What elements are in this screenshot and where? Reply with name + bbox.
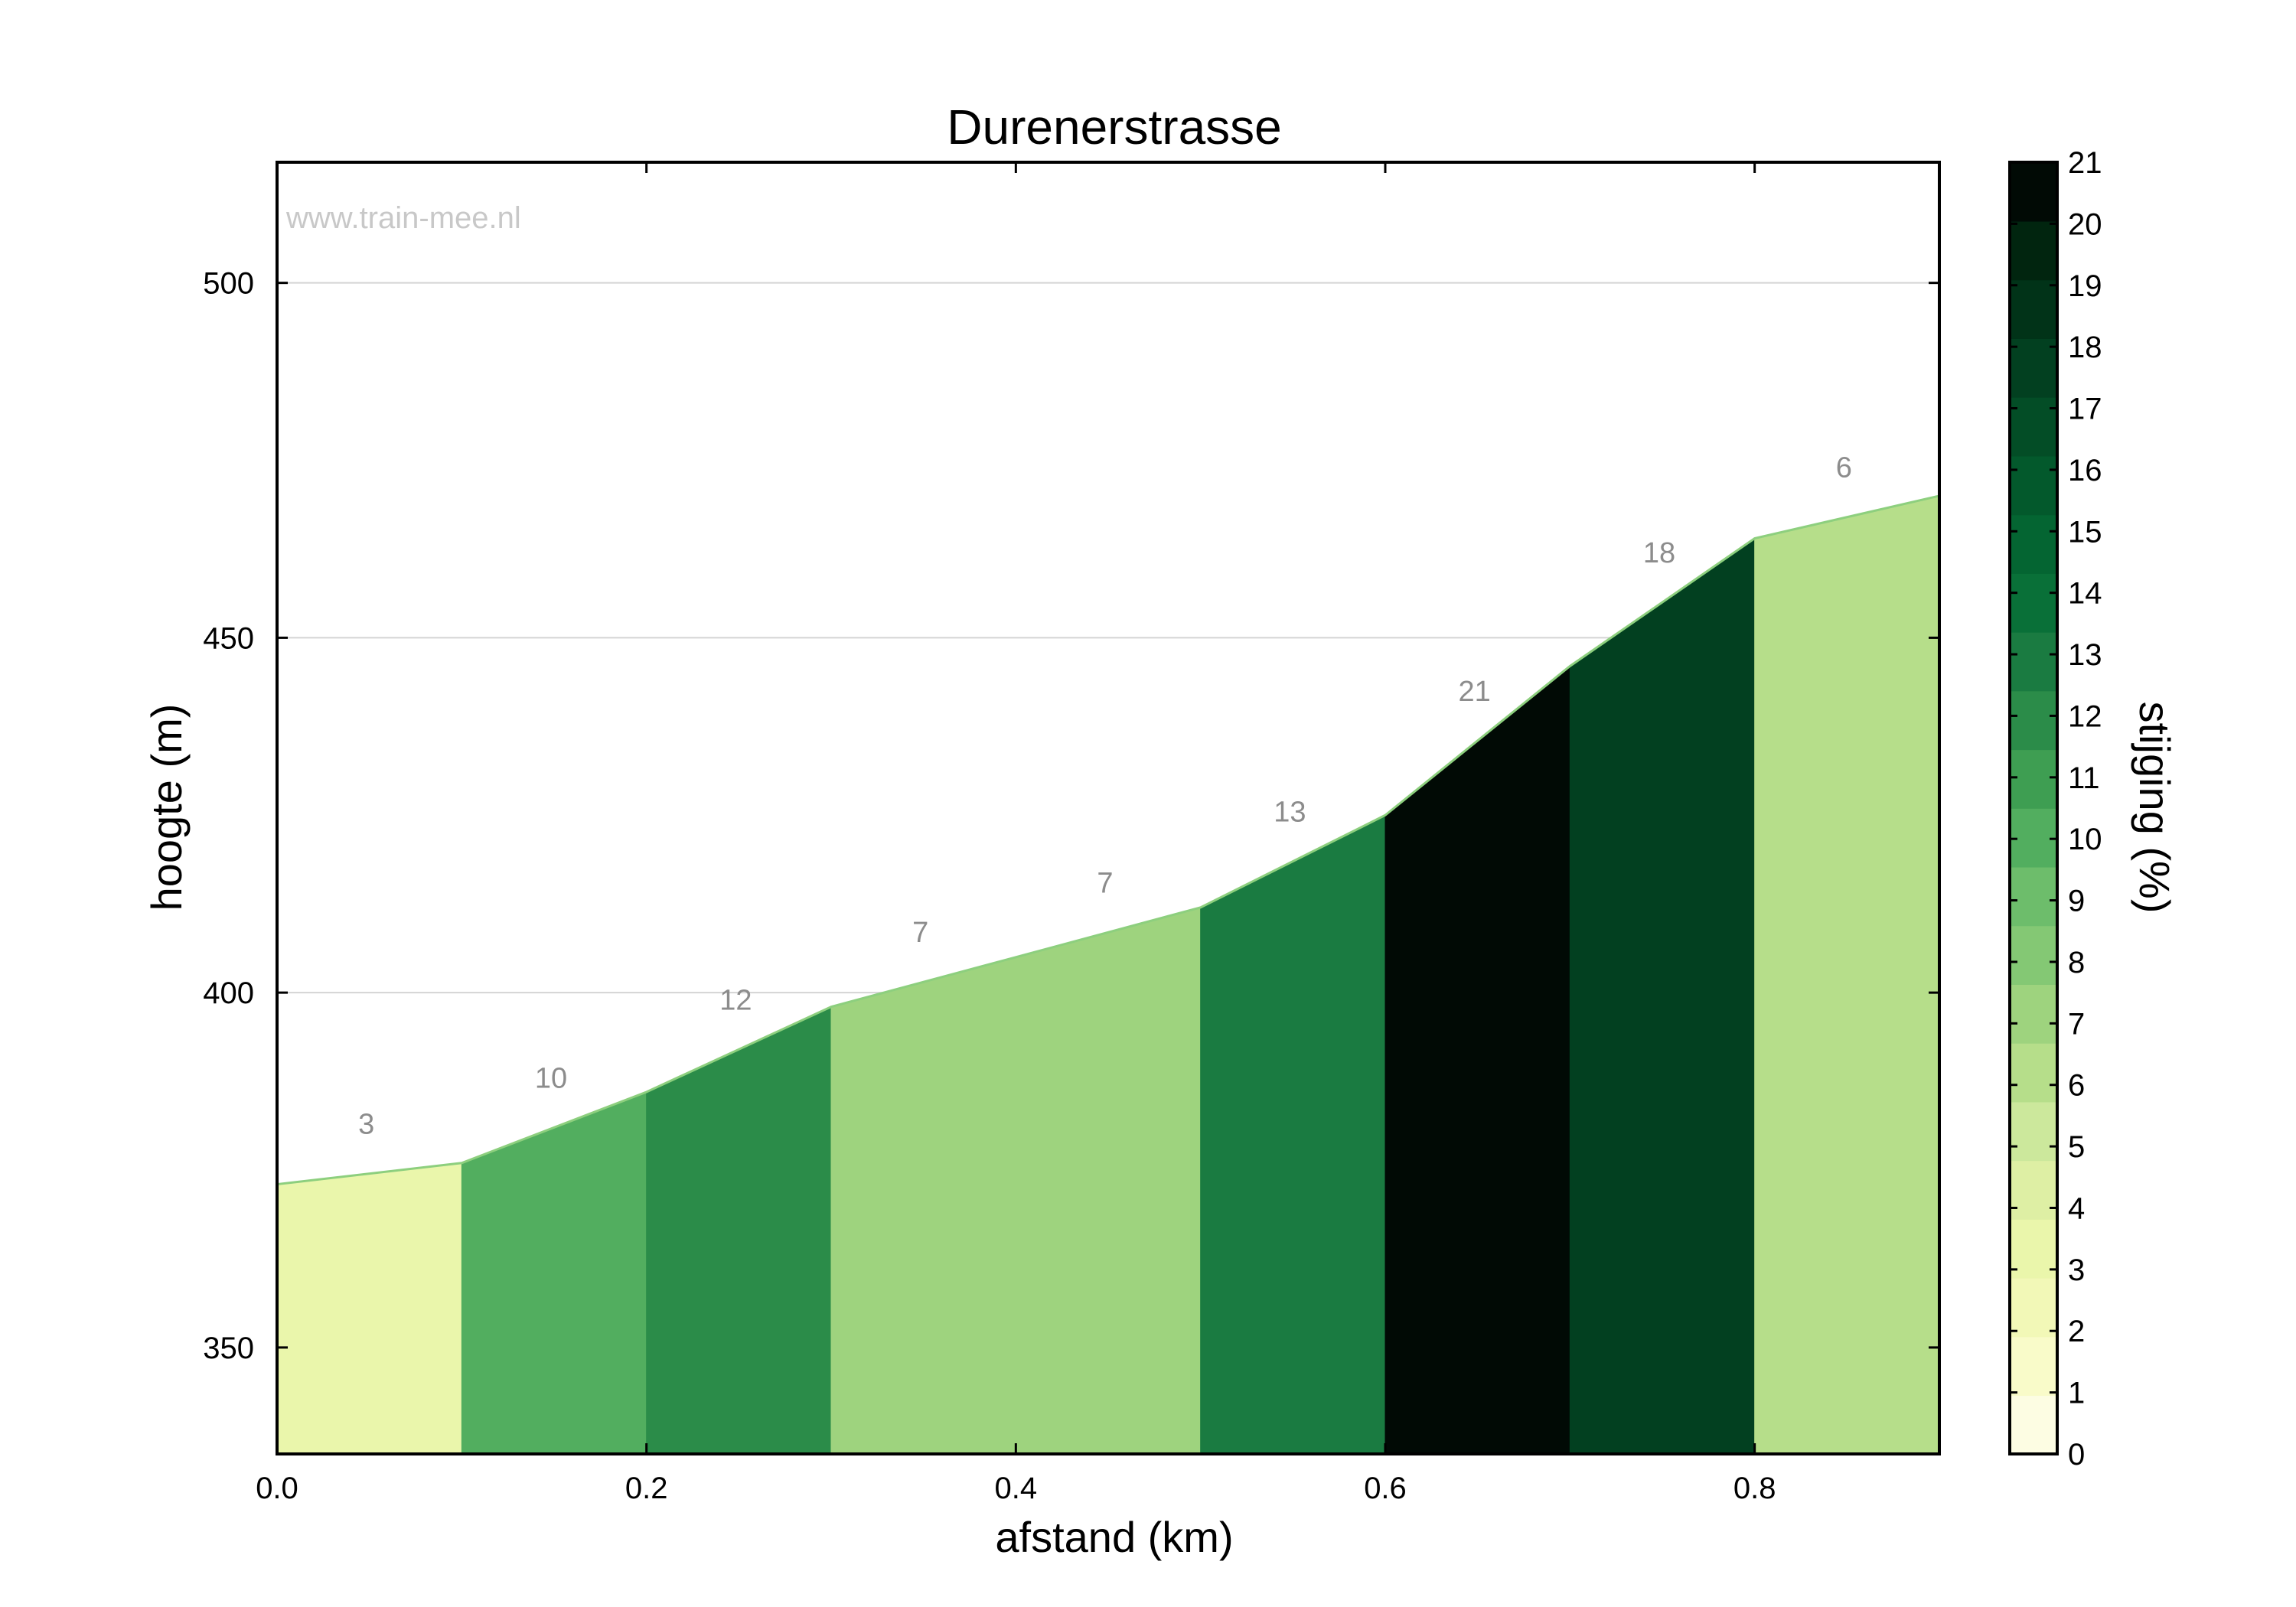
x-tick-label: 0.0 (256, 1472, 298, 1505)
colorbar-band (2010, 514, 2057, 574)
colorbar-tick-label: 20 (2068, 207, 2102, 241)
colorbar-band (2010, 690, 2057, 751)
plot-area: 3 10 12 7 7 13 21 18 6 0.0 0.2 0.4 0.6 0.8 350 400 450 50… (203, 161, 1941, 1505)
x-tick-label: 0.2 (625, 1472, 668, 1505)
colorbar-tick-label: 14 (2068, 577, 2102, 611)
colorbar-band (2010, 1395, 2057, 1455)
x-tick-label: 0.4 (995, 1472, 1038, 1505)
watermark-text: www.train-mee.nl (285, 201, 521, 235)
segment-gradient-label: 7 (1097, 867, 1113, 899)
x-axis-label: afstand (km) (995, 1513, 1233, 1561)
colorbar-tick-label: 1 (2068, 1377, 2085, 1410)
colorbar-band (2010, 1336, 2057, 1397)
colorbar-tick-label: 13 (2068, 638, 2102, 672)
colorbar-band (2010, 631, 2057, 692)
colorbar-band (2010, 749, 2057, 809)
elevation-line (276, 494, 1940, 1186)
colorbar-band (2010, 573, 2057, 633)
colorbar-band (2010, 925, 2057, 985)
colorbar-frame (2008, 161, 2059, 1455)
segment-area (830, 957, 1016, 1455)
colorbar-tick-label: 6 (2068, 1069, 2085, 1103)
x-tick-label: 0.6 (1364, 1472, 1407, 1505)
segment-gradient-label: 12 (719, 984, 752, 1016)
x-tick-label: 0.8 (1733, 1472, 1776, 1505)
segment-area (1200, 814, 1386, 1455)
segment-gradient-label: 18 (1643, 537, 1675, 569)
segment-gradient-label: 10 (535, 1062, 567, 1094)
colorbar-tick-label: 7 (2068, 1007, 2085, 1041)
colorbar-band (2010, 162, 2057, 222)
colorbar-tick-label: 15 (2068, 515, 2102, 549)
plot-frame (276, 161, 1941, 1455)
colorbar-tick-label: 19 (2068, 269, 2102, 303)
segment-gradient-label: 21 (1459, 676, 1491, 708)
colorbar-band (2010, 455, 2057, 516)
colorbar-band (2010, 396, 2057, 457)
y-axis-label: hoogte (m) (142, 704, 191, 911)
colorbar-tick-label: 2 (2068, 1315, 2085, 1348)
chart-title: Durenerstrasse (947, 99, 1282, 155)
segment-gradient-label: 7 (912, 917, 928, 949)
colorbar-band (2010, 220, 2057, 281)
y-tick-label: 450 (203, 621, 254, 655)
colorbar-band (2010, 1042, 2057, 1103)
colorbar-tick-label: 10 (2068, 823, 2102, 856)
colorbar-tick-label: 0 (2068, 1438, 2085, 1472)
colorbar-tick-label: 9 (2068, 885, 2085, 918)
colorbar-tick-label: 5 (2068, 1130, 2085, 1164)
segment-gradient-label: 6 (1836, 452, 1852, 484)
colorbar-band (2010, 808, 2057, 868)
segment-area (461, 1091, 647, 1455)
colorbar-band (2010, 984, 2057, 1044)
colorbar-band (2010, 1101, 2057, 1162)
y-tick-label: 500 (203, 267, 254, 301)
colorbar-tick-label: 18 (2068, 331, 2102, 364)
colorbar-tick-label: 21 (2068, 146, 2102, 180)
segment-area (1754, 495, 1940, 1455)
colorbar-tick-label: 17 (2068, 393, 2102, 426)
colorbar-band (2010, 338, 2057, 398)
y-tick-label: 350 (203, 1332, 254, 1365)
colorbar-band (2010, 1160, 2057, 1220)
segment-area (646, 1006, 832, 1455)
colorbar-tick-label: 11 (2068, 761, 2100, 795)
segment-gradient-label: 13 (1274, 797, 1306, 829)
colorbar-band (2010, 1277, 2057, 1338)
colorbar-tick-label: 8 (2068, 946, 2085, 980)
segment-area (1384, 665, 1570, 1455)
y-tick-label: 400 (203, 976, 254, 1010)
colorbar-band (2010, 866, 2057, 927)
segment-gradient-label: 3 (358, 1109, 374, 1141)
colorbar-band (2010, 279, 2057, 339)
colorbar-band (2010, 1219, 2057, 1279)
segment-area (276, 1162, 462, 1455)
colorbar-tick-label: 12 (2068, 699, 2102, 733)
colorbar-tick-label: 3 (2068, 1253, 2085, 1287)
colorbar-label: stijging (%) (2131, 702, 2179, 914)
colorbar-tick-label: 16 (2068, 454, 2102, 487)
segment-area (1569, 537, 1756, 1455)
segment-area (1015, 907, 1202, 1455)
colorbar-tick-label: 4 (2068, 1191, 2085, 1225)
